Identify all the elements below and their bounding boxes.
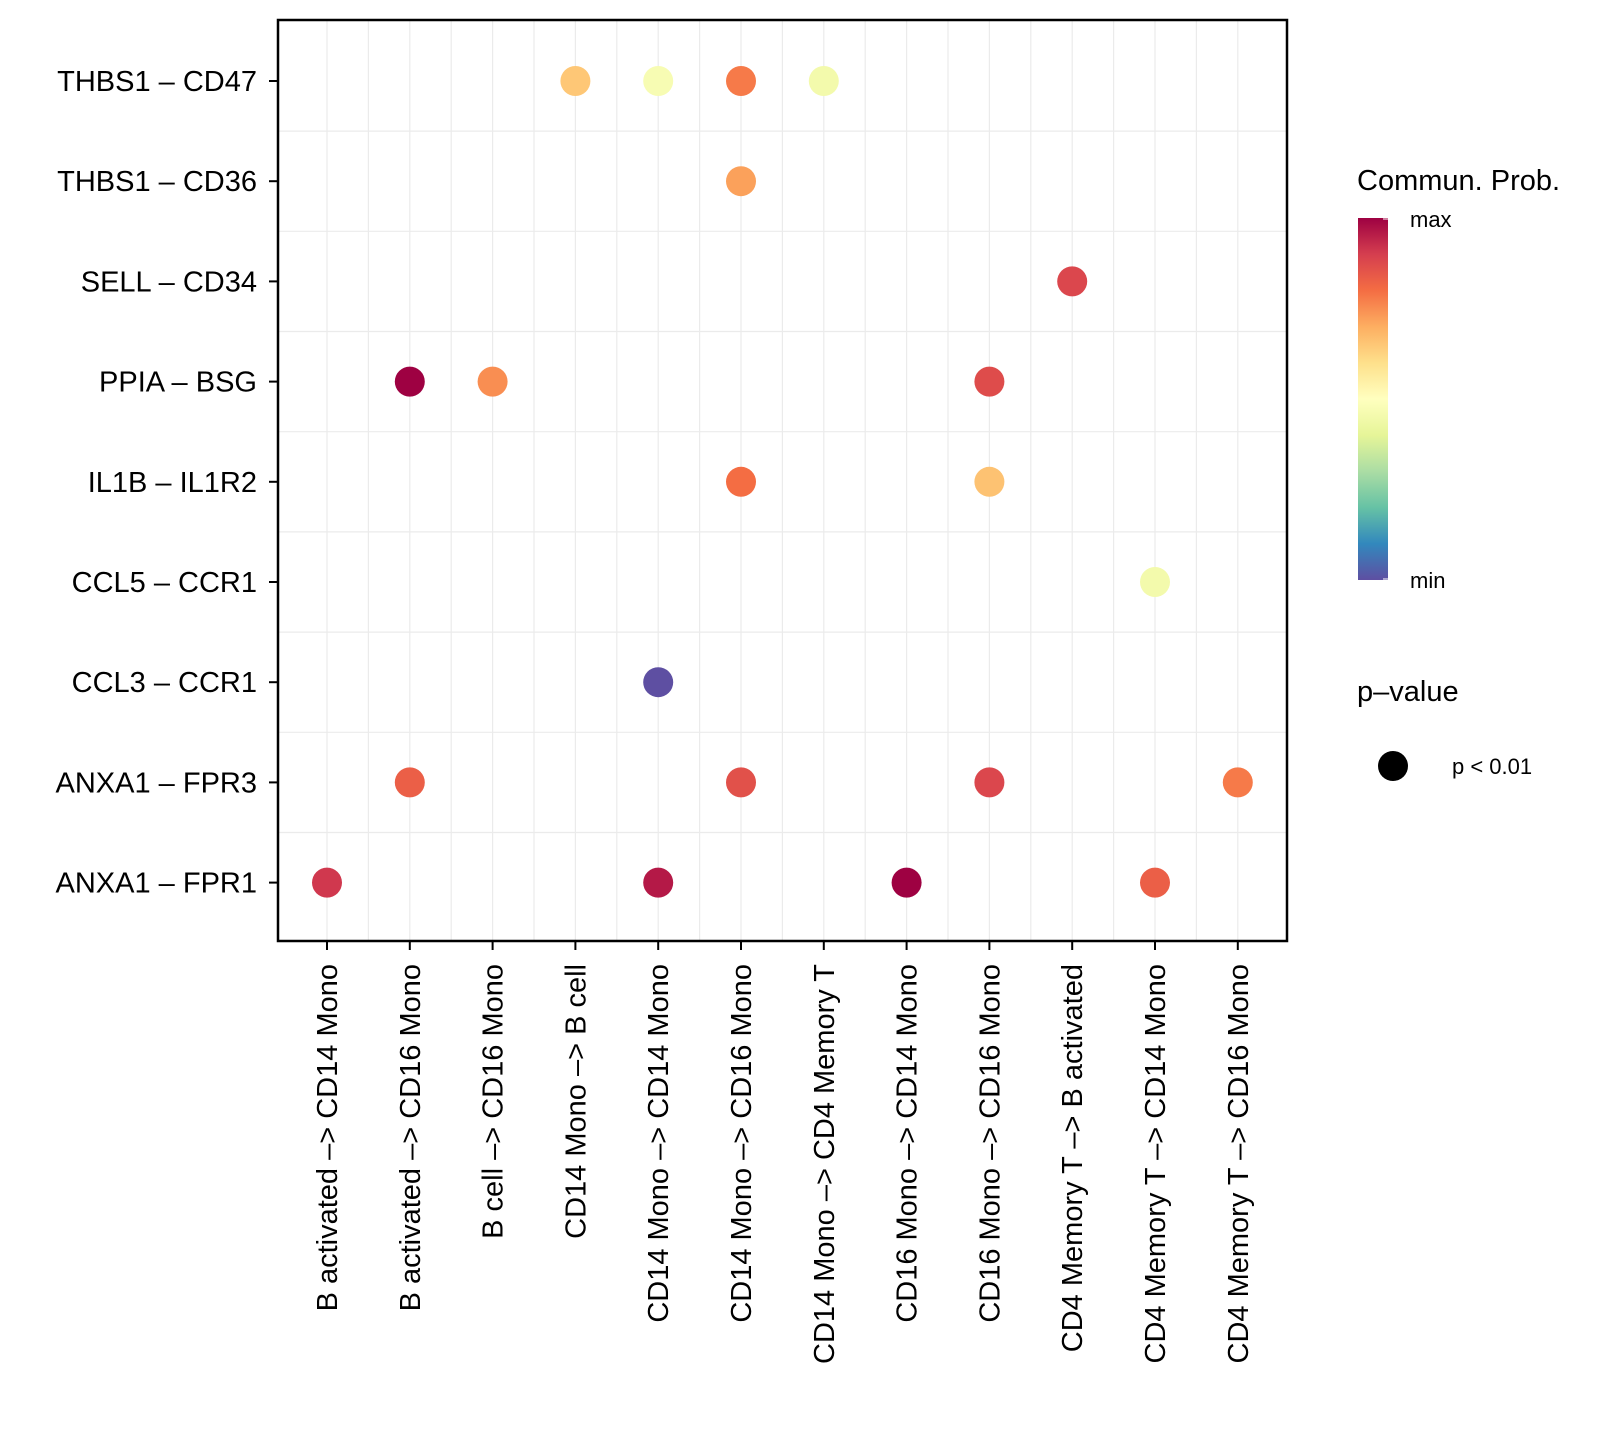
data-point xyxy=(1140,567,1170,597)
data-point xyxy=(643,66,674,96)
y-tick-label: ANXA1 – FPR1 xyxy=(56,868,257,900)
data-point xyxy=(974,466,1005,497)
x-tick-label: CD4 Memory T –> CD14 Mono xyxy=(1140,964,1172,1363)
data-point xyxy=(974,767,1005,798)
data-point xyxy=(394,767,425,798)
x-tick-label: CD16 Mono –> CD14 Mono xyxy=(892,964,924,1323)
x-tick-label: CD4 Memory T –> CD16 Mono xyxy=(1223,964,1255,1363)
data-point xyxy=(477,366,508,397)
y-tick-label: THBS1 – CD36 xyxy=(57,166,257,198)
data-point xyxy=(726,166,756,197)
data-point xyxy=(1057,266,1088,297)
colorbar-max-label: max xyxy=(1410,207,1452,232)
data-point xyxy=(312,867,342,898)
pvalue-legend: p–value p < 0.01 xyxy=(1357,676,1532,781)
y-tick-label: IL1B – IL1R2 xyxy=(88,467,257,499)
data-point xyxy=(891,867,922,898)
y-tick-label: ANXA1 – FPR3 xyxy=(56,767,257,799)
x-tick-label: CD14 Mono –> CD16 Mono xyxy=(726,964,758,1323)
grid-lines xyxy=(278,20,1287,941)
data-point xyxy=(808,66,839,96)
data-point xyxy=(1140,867,1170,898)
pvalue-legend-key xyxy=(1378,751,1408,781)
plot-panel-border xyxy=(276,18,1289,943)
x-tick-label: CD4 Memory T –> B activated xyxy=(1057,964,1089,1352)
data-point xyxy=(1222,767,1253,798)
y-tick-label: CCL5 – CCR1 xyxy=(72,567,257,599)
pvalue-legend-label: p < 0.01 xyxy=(1452,754,1532,779)
data-point xyxy=(560,66,591,96)
colorbar xyxy=(1358,218,1388,580)
x-tick-label: B activated –> CD14 Mono xyxy=(312,964,344,1311)
y-axis: THBS1 – CD47 THBS1 – CD36 SELL – CD34 PPIA … xyxy=(56,66,278,900)
x-tick-label: B cell –> CD16 Mono xyxy=(478,964,510,1239)
x-tick-label: CD14 Mono –> CD4 Memory T xyxy=(809,964,841,1364)
y-tick-label: SELL – CD34 xyxy=(81,266,257,298)
color-legend: Commun. Prob. max min xyxy=(1357,165,1560,593)
data-points xyxy=(312,66,1253,898)
data-point xyxy=(726,767,756,798)
color-legend-title: Commun. Prob. xyxy=(1357,165,1560,197)
data-point xyxy=(974,366,1005,397)
x-tick-label: B activated –> CD16 Mono xyxy=(395,964,427,1311)
y-tick-label: CCL3 – CCR1 xyxy=(72,667,257,699)
y-tick-label: THBS1 – CD47 xyxy=(57,66,257,98)
y-tick-label: PPIA – BSG xyxy=(99,367,257,399)
data-point xyxy=(643,867,674,898)
x-tick-label: CD14 Mono –> CD14 Mono xyxy=(643,964,675,1323)
colorbar-min-label: min xyxy=(1410,568,1445,593)
x-tick-label: CD14 Mono –> B cell xyxy=(560,964,592,1239)
data-point xyxy=(643,667,674,698)
pvalue-legend-title: p–value xyxy=(1357,676,1459,708)
data-point xyxy=(726,66,756,96)
x-axis: B activated –> CD14 Mono B activated –> C… xyxy=(312,941,1255,1364)
x-tick-label: CD16 Mono –> CD16 Mono xyxy=(974,964,1006,1323)
data-point xyxy=(394,366,425,397)
data-point xyxy=(726,466,756,497)
